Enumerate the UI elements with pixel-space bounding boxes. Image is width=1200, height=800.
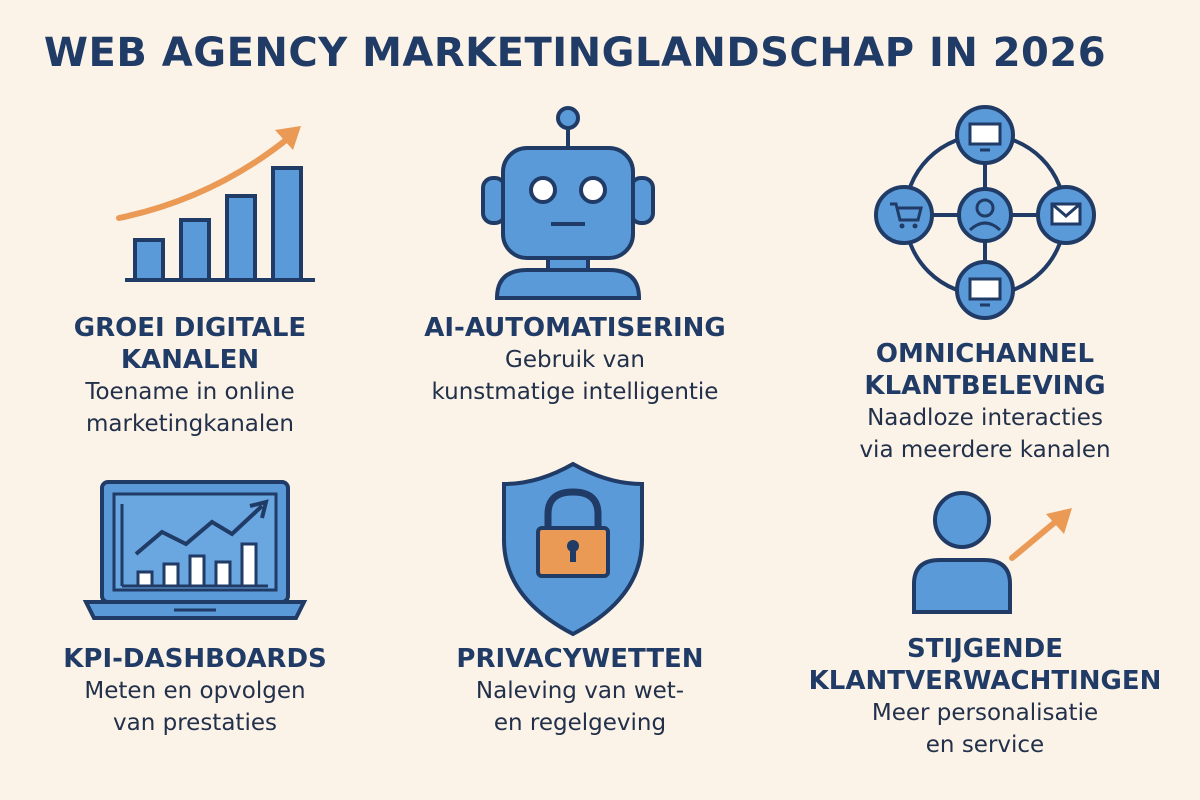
item-omnichannel-klantbeleving: OMNICHANNEL KLANTBELEVING Naadloze inter… — [810, 338, 1160, 466]
shield-lock-icon — [502, 461, 644, 637]
robot-icon — [481, 106, 655, 300]
laptop-dashboard-icon — [82, 480, 308, 620]
page-title: WEB AGENCY MARKETINGLANDSCHAP IN 2026 — [43, 30, 1107, 76]
item-description: Toename in online — [85, 379, 295, 405]
item-description: Naleving van wet- — [475, 678, 685, 704]
item-groei-digitale-kanalen: GROEI DIGITALE KANALEN Toename in online… — [40, 312, 340, 440]
growth-chart-icon — [116, 126, 315, 282]
item-ai-automatisering: AI-AUTOMATISERING Gebruik van kunstmatig… — [400, 312, 750, 408]
omnichannel-network-icon — [874, 105, 1096, 320]
item-description: Gebruik van — [505, 347, 645, 373]
item-heading: OMNICHANNEL — [875, 339, 1095, 369]
item-description: kunstmatige intelligentie — [431, 379, 719, 405]
item-heading: KANALEN — [120, 345, 260, 375]
item-heading: PRIVACYWETTEN — [456, 644, 704, 674]
item-heading: KPI-DASHBOARDS — [63, 644, 327, 674]
item-description: marketingkanalen — [86, 411, 294, 437]
item-description: Meer personalisatie — [871, 700, 1099, 726]
item-description: en service — [925, 732, 1045, 758]
user-rising-icon — [912, 491, 1072, 614]
item-heading: KLANTVERWACHTINGEN — [808, 666, 1162, 696]
item-kpi-dashboards: KPI-DASHBOARDS Meten en opvolgen van pre… — [35, 643, 355, 739]
item-heading: STIJGENDE — [906, 634, 1063, 664]
item-description: van prestaties — [113, 710, 277, 736]
item-heading: GROEI DIGITALE — [73, 313, 307, 343]
item-description: Meten en opvolgen — [84, 678, 306, 704]
item-heading: AI-AUTOMATISERING — [424, 313, 726, 343]
item-privacywetten: PRIVACYWETTEN Naleving van wet- en regel… — [420, 643, 740, 739]
item-stijgende-klantverwachtingen: STIJGENDE KLANTVERWACHTINGEN Meer person… — [790, 633, 1180, 761]
item-description: en regelgeving — [493, 710, 667, 736]
item-description: Naadloze interacties — [867, 405, 1103, 431]
item-description: via meerdere kanalen — [859, 437, 1111, 463]
item-heading: KLANTBELEVING — [864, 371, 1106, 401]
